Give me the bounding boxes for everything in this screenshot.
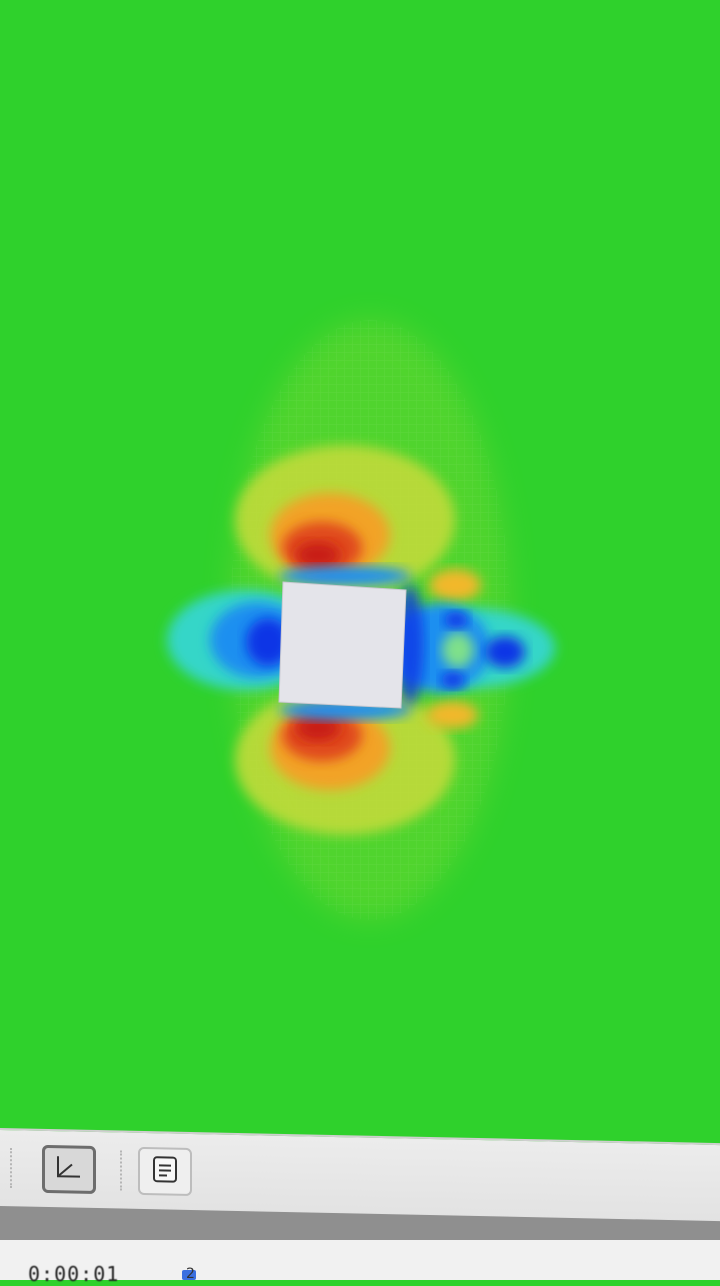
toolbar-separator (120, 1151, 122, 1191)
wake-lower-vortex (441, 672, 465, 688)
document-icon (150, 1154, 180, 1189)
wake-upper-vortex (444, 612, 468, 628)
wake-center-green (442, 632, 474, 668)
time-strip: 0:00:01 2 (0, 1240, 720, 1280)
simulation-time-label: 0:00:01 (28, 1262, 119, 1286)
upper-darkred-core (296, 542, 340, 568)
axes-icon (54, 1154, 84, 1185)
upper-trailing-spot (429, 569, 481, 601)
output-log-button[interactable] (138, 1147, 192, 1196)
lower-trailing-spot (426, 701, 478, 729)
simulation-viewport[interactable] (0, 0, 720, 1140)
square-obstacle (279, 582, 406, 708)
toolbar-separator (10, 1148, 12, 1188)
wake-blue-core (485, 636, 525, 668)
axes-toggle-button[interactable] (42, 1145, 96, 1194)
